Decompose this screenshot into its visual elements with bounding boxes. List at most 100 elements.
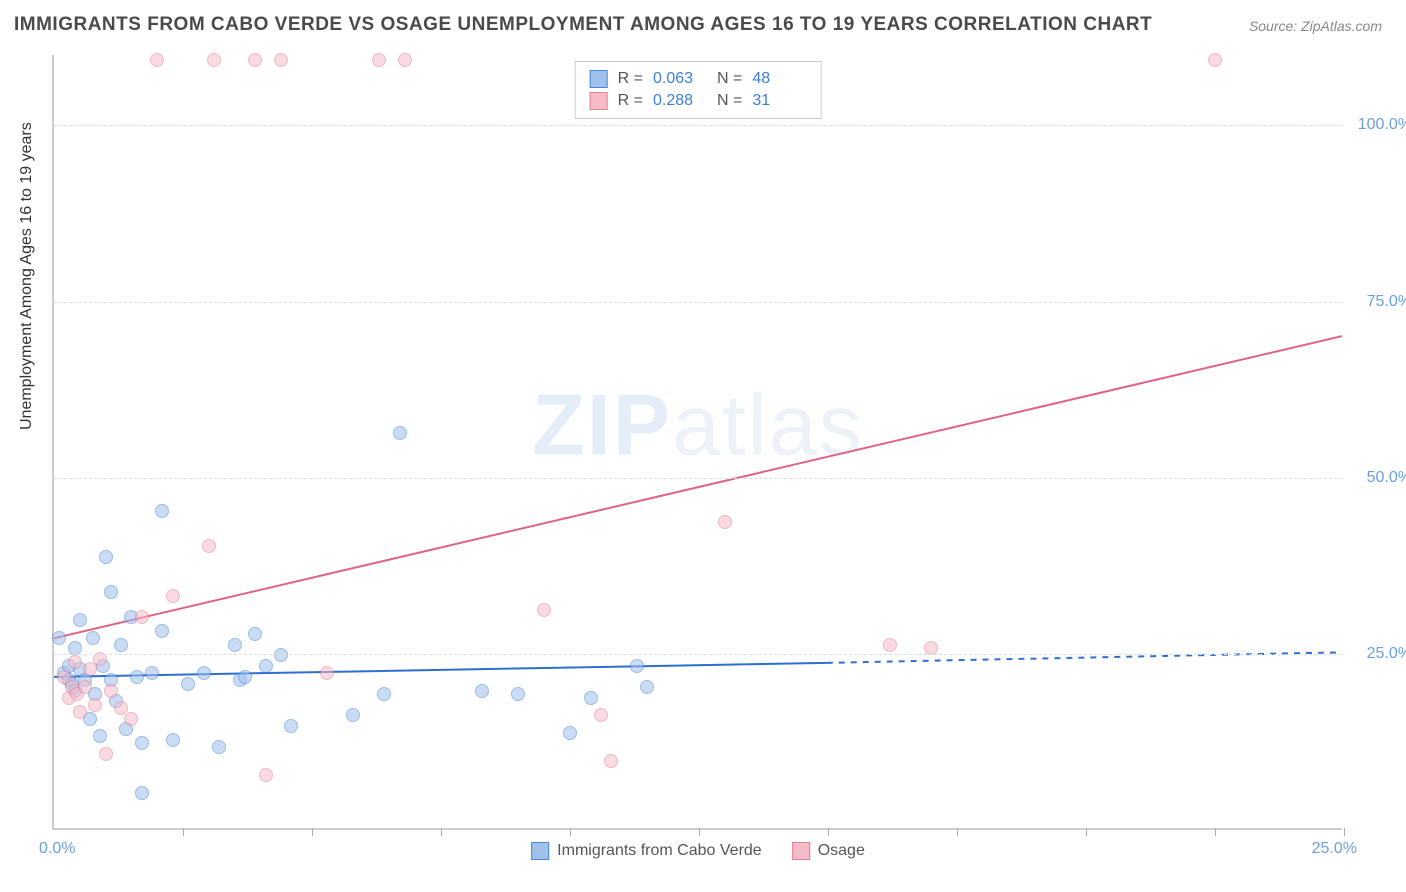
y-tick-label: 100.0%	[1358, 116, 1406, 134]
grid-line	[54, 125, 1342, 126]
data-point-cabo_verde	[88, 687, 102, 701]
data-point-cabo_verde	[228, 638, 242, 652]
data-point-cabo_verde	[284, 719, 298, 733]
data-point-osage	[259, 768, 273, 782]
x-tick	[957, 828, 958, 836]
data-point-osage	[594, 708, 608, 722]
x-tick	[570, 828, 571, 836]
x-tick	[183, 828, 184, 836]
data-point-osage	[883, 638, 897, 652]
x-tick	[312, 828, 313, 836]
data-point-osage	[65, 680, 79, 694]
data-point-cabo_verde	[93, 729, 107, 743]
chart-title: IMMIGRANTS FROM CABO VERDE VS OSAGE UNEM…	[14, 14, 1152, 36]
data-point-cabo_verde	[78, 673, 92, 687]
data-point-cabo_verde	[181, 677, 195, 691]
data-point-cabo_verde	[212, 740, 226, 754]
data-point-cabo_verde	[346, 708, 360, 722]
legend-swatch-1	[792, 842, 810, 860]
data-point-cabo_verde	[119, 722, 133, 736]
source-attribution: Source: ZipAtlas.com	[1249, 18, 1382, 34]
legend-item-series-0: Immigrants from Cabo Verde	[531, 842, 762, 860]
data-point-osage	[62, 691, 76, 705]
legend: Immigrants from Cabo Verde Osage	[531, 842, 865, 860]
data-point-cabo_verde	[393, 426, 407, 440]
data-point-cabo_verde	[109, 694, 123, 708]
data-point-cabo_verde	[475, 684, 489, 698]
data-point-osage	[73, 705, 87, 719]
y-tick-label: 75.0%	[1367, 293, 1406, 311]
data-point-cabo_verde	[104, 585, 118, 599]
data-point-cabo_verde	[145, 666, 159, 680]
data-point-osage	[398, 53, 412, 67]
data-point-osage	[78, 680, 92, 694]
data-point-cabo_verde	[73, 613, 87, 627]
stats-row-series-0: R = 0.063 N = 48	[590, 68, 807, 90]
x-tick	[1344, 828, 1345, 836]
swatch-series-1	[590, 92, 608, 110]
data-point-cabo_verde	[197, 666, 211, 680]
data-point-cabo_verde	[377, 687, 391, 701]
data-point-cabo_verde	[248, 627, 262, 641]
data-point-osage	[104, 684, 118, 698]
data-point-osage	[68, 655, 82, 669]
data-point-cabo_verde	[135, 786, 149, 800]
trend-lines	[54, 55, 1342, 828]
data-point-cabo_verde	[511, 687, 525, 701]
data-point-osage	[114, 701, 128, 715]
chart-container: IMMIGRANTS FROM CABO VERDE VS OSAGE UNEM…	[0, 0, 1406, 892]
y-tick-label: 50.0%	[1367, 469, 1406, 487]
data-point-cabo_verde	[65, 677, 79, 691]
data-point-cabo_verde	[640, 680, 654, 694]
x-axis-max-label: 25.0%	[1312, 840, 1357, 858]
data-point-cabo_verde	[83, 712, 97, 726]
data-point-osage	[718, 515, 732, 529]
data-point-osage	[135, 610, 149, 624]
data-point-cabo_verde	[124, 610, 138, 624]
data-point-cabo_verde	[166, 733, 180, 747]
data-point-cabo_verde	[114, 638, 128, 652]
data-point-osage	[99, 747, 113, 761]
legend-item-series-1: Osage	[792, 842, 865, 860]
x-tick	[699, 828, 700, 836]
trend-line-osage	[54, 336, 1342, 638]
y-tick-label: 25.0%	[1367, 645, 1406, 663]
data-point-cabo_verde	[52, 631, 66, 645]
data-point-osage	[604, 754, 618, 768]
data-point-cabo_verde	[155, 624, 169, 638]
data-point-cabo_verde	[68, 684, 82, 698]
data-point-cabo_verde	[630, 659, 644, 673]
data-point-cabo_verde	[99, 550, 113, 564]
points-layer	[54, 55, 1342, 828]
y-axis-label: Unemployment Among Ages 16 to 19 years	[18, 122, 36, 430]
trend-line-cabo_verde	[54, 663, 827, 677]
stats-box: R = 0.063 N = 48 R = 0.288 N = 31	[575, 61, 822, 119]
x-tick	[1215, 828, 1216, 836]
data-point-osage	[88, 698, 102, 712]
watermark: ZIPatlas	[532, 377, 863, 476]
data-point-osage	[1208, 53, 1222, 67]
data-point-osage	[320, 666, 334, 680]
stats-row-series-1: R = 0.288 N = 31	[590, 90, 807, 112]
x-tick	[828, 828, 829, 836]
data-point-cabo_verde	[155, 504, 169, 518]
data-point-osage	[372, 53, 386, 67]
data-point-cabo_verde	[238, 670, 252, 684]
data-point-osage	[274, 53, 288, 67]
data-point-cabo_verde	[73, 662, 87, 676]
x-axis-min-label: 0.0%	[39, 840, 75, 858]
data-point-cabo_verde	[62, 673, 76, 687]
data-point-osage	[70, 687, 84, 701]
data-point-osage	[248, 53, 262, 67]
data-point-osage	[124, 712, 138, 726]
data-point-osage	[166, 589, 180, 603]
plot-area: ZIPatlas R = 0.063 N = 48 R = 0.288 N = …	[52, 55, 1342, 830]
data-point-osage	[57, 670, 71, 684]
data-point-osage	[83, 662, 97, 676]
swatch-series-0	[590, 70, 608, 88]
data-point-cabo_verde	[130, 670, 144, 684]
x-tick	[1086, 828, 1087, 836]
x-tick	[441, 828, 442, 836]
data-point-cabo_verde	[104, 673, 118, 687]
data-point-cabo_verde	[96, 659, 110, 673]
